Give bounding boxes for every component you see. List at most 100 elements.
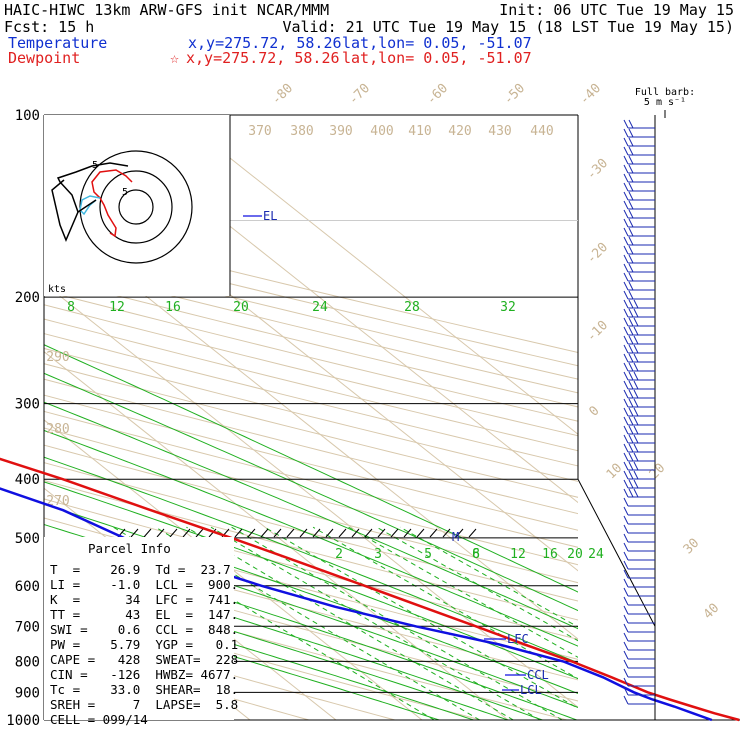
wind-barb-flag bbox=[623, 497, 629, 507]
wind-barb-flag bbox=[628, 263, 634, 273]
dry-adiabat bbox=[44, 347, 578, 482]
wind-barb-flag bbox=[623, 596, 629, 606]
wind-barb-flag bbox=[623, 263, 629, 273]
wind-barb-flag bbox=[623, 542, 629, 552]
parcel-info-title: Parcel Info bbox=[88, 541, 171, 556]
temperature-profile bbox=[0, 457, 740, 722]
hatch-mark bbox=[156, 528, 165, 538]
pressure-tick-label: 500 bbox=[15, 531, 40, 547]
wind-barb-flag bbox=[623, 668, 629, 678]
theta-label: 390 bbox=[329, 124, 352, 139]
wind-barb-flag bbox=[623, 344, 629, 354]
wind-barb-flag bbox=[633, 299, 639, 309]
parcel-info-row: PW = 5.79 YGP = 0.1 bbox=[50, 637, 238, 652]
hodograph-ring bbox=[118, 189, 154, 225]
pressure-tick-label: 600 bbox=[15, 579, 40, 595]
wind-barb-flag bbox=[628, 299, 634, 309]
dry-adiabat bbox=[44, 479, 578, 621]
parcel-info-row: CELL = 099/14 bbox=[50, 712, 148, 727]
isotherm-label: -30 bbox=[584, 156, 611, 183]
wind-barb-flag bbox=[623, 650, 629, 660]
wind-barb-flag bbox=[628, 272, 634, 282]
dry-adiabat bbox=[44, 462, 578, 602]
wind-barb-flag bbox=[628, 488, 634, 498]
theta-label: 410 bbox=[408, 124, 431, 139]
mixing-ratio-label: 28 bbox=[404, 300, 420, 315]
wind-barb-flag bbox=[628, 182, 634, 192]
wind-barb-flag bbox=[633, 452, 639, 462]
wind-barb-flag bbox=[623, 254, 629, 264]
mixing-ratio-label: 32 bbox=[500, 300, 516, 315]
wind-barb-flag bbox=[623, 524, 629, 534]
wind-barb-flag bbox=[623, 560, 629, 570]
isotherm-label: -50 bbox=[501, 81, 528, 108]
mixing-ratio-label: 24 bbox=[588, 547, 604, 562]
isotherm-label: 40 bbox=[701, 601, 723, 623]
hatch-mark bbox=[169, 528, 178, 538]
wind-barb-flag bbox=[628, 236, 634, 246]
mixing-ratio-line bbox=[399, 526, 578, 628]
hatch-mark bbox=[338, 528, 347, 538]
wind-barb-flag bbox=[628, 416, 634, 426]
dewpoint-xy: x,y=275.72, 58.26 bbox=[186, 49, 340, 67]
header-title: HAIC-HIWC 13km ARW-GFS init NCAR/MMM bbox=[4, 1, 329, 19]
wind-barb-flag bbox=[628, 443, 634, 453]
mixing-ratio-label: 12 bbox=[109, 300, 125, 315]
theta-label: 370 bbox=[248, 124, 271, 139]
wind-barb-flag bbox=[633, 317, 639, 327]
wind-barb-flag bbox=[623, 551, 629, 561]
mixing-ratio-label: 20 bbox=[567, 547, 583, 562]
pressure-tick-label: 900 bbox=[15, 685, 40, 701]
dewpoint-star-icon: ☆ bbox=[170, 49, 179, 67]
header-init-time: Init: 06 UTC Tue 19 May 15 bbox=[499, 1, 734, 19]
wind-barb-flag bbox=[633, 371, 639, 381]
theta-label: 430 bbox=[488, 124, 511, 139]
theta-label: 290 bbox=[46, 350, 69, 365]
barb-legend-line2: 5 m s⁻¹ bbox=[644, 97, 686, 108]
mixing-ratio-label: 16 bbox=[165, 300, 181, 315]
hodograph-ring bbox=[99, 170, 173, 244]
hodograph-inset: 5 5 kts bbox=[44, 115, 231, 296]
header-forecast-hour: Fcst: 15 h bbox=[4, 18, 94, 36]
isotherm bbox=[0, 102, 8, 733]
dry-adiabat bbox=[44, 517, 578, 660]
hatch-mark bbox=[377, 528, 386, 538]
theta-label: 380 bbox=[290, 124, 313, 139]
wind-barb-flag bbox=[628, 308, 634, 318]
wind-barb-flag bbox=[633, 389, 639, 399]
header-valid-time: Valid: 21 UTC Tue 19 May 15 (18 LST Tue … bbox=[282, 18, 734, 36]
hatch-mark bbox=[143, 528, 152, 538]
wind-barb-flag bbox=[623, 335, 629, 345]
wind-barb-flag bbox=[623, 227, 629, 237]
hatch-mark bbox=[247, 528, 256, 538]
wind-barb-flag bbox=[628, 191, 634, 201]
wind-barb-flag bbox=[623, 605, 629, 615]
wind-barb-flag bbox=[628, 344, 634, 354]
lfc-marker-label: LFC bbox=[507, 632, 529, 646]
wind-barb-flag bbox=[623, 155, 629, 165]
level-markers: EL LFC CCL LCL M bbox=[243, 209, 549, 697]
wind-barb-flag bbox=[628, 353, 634, 363]
wind-barb-flag bbox=[623, 245, 629, 255]
wind-barb-flag bbox=[633, 326, 639, 336]
dry-adiabat bbox=[44, 599, 483, 720]
hatch-mark bbox=[429, 528, 438, 538]
wind-barb-flag bbox=[628, 290, 634, 300]
wind-barb-flag bbox=[633, 434, 639, 444]
wind-barb-flag bbox=[623, 191, 629, 201]
wind-barb-flag bbox=[623, 515, 629, 525]
el-marker-label: EL bbox=[263, 209, 277, 223]
parcel-info-row: SREH = 7 LAPSE= 5.8 bbox=[50, 697, 238, 712]
wind-barb-flag bbox=[628, 218, 634, 228]
mixing-ratio-label: 5 bbox=[424, 547, 432, 562]
wind-barb-flag bbox=[623, 218, 629, 228]
wind-barb-flag bbox=[628, 209, 634, 219]
dry-adiabat bbox=[44, 318, 578, 452]
wind-barb-flag bbox=[623, 506, 629, 516]
wind-barb-flag bbox=[623, 389, 629, 399]
isotherm-label: -40 bbox=[577, 81, 604, 108]
wind-barb-flag bbox=[623, 371, 629, 381]
wind-barb-flag bbox=[628, 407, 634, 417]
hatch-mark bbox=[390, 528, 399, 538]
dry-adiabat bbox=[44, 276, 578, 408]
